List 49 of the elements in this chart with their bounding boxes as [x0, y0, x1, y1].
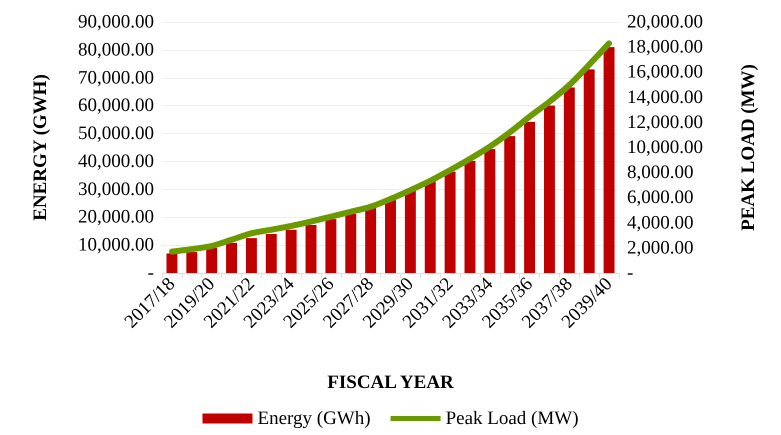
bar [266, 234, 277, 273]
y-tick-label: 20,000.00 [78, 206, 154, 228]
y2-tick-label: 18,000.00 [627, 36, 703, 58]
y2-tick-label: 16,000.00 [627, 62, 703, 83]
y-tick-label: 50,000.00 [78, 123, 154, 144]
bar [166, 253, 178, 273]
bar [226, 242, 238, 273]
bar [206, 248, 218, 273]
y-tick-label: 70,000.00 [78, 67, 154, 88]
bar [246, 238, 257, 273]
y-axis-title: ENERGY (GWH) [30, 74, 51, 221]
y2-tick-label: 6,000.00 [627, 187, 694, 208]
y2-tick-label: 14,000.00 [627, 86, 703, 108]
y-tick-label: 40,000.00 [78, 150, 154, 172]
legend-label: Peak Load (MW) [446, 408, 579, 429]
bar [584, 69, 595, 273]
bar [544, 106, 555, 273]
bar [325, 219, 336, 273]
bar [504, 136, 516, 273]
y-tick-label: 60,000.00 [78, 95, 154, 116]
bar [444, 172, 456, 273]
bar [564, 88, 575, 273]
y2-tick-label: 4,000.00 [627, 212, 694, 234]
bar [365, 206, 376, 273]
bar [424, 182, 436, 273]
bar [385, 199, 396, 273]
y-tick-label: - [148, 262, 154, 284]
bar [306, 225, 316, 273]
bar [604, 47, 615, 273]
bar [464, 160, 476, 273]
y-tick-label: 90,000.00 [78, 12, 154, 32]
x-axis-title: FISCAL YEAR [327, 372, 454, 393]
bar [186, 252, 198, 273]
y-tick-label: 30,000.00 [78, 178, 154, 200]
bar [524, 122, 536, 273]
y2-tick-label: 20,000.00 [627, 12, 703, 32]
y2-tick-label: 2,000.00 [627, 237, 694, 258]
legend-label: Energy (GWh) [257, 408, 371, 429]
y-tick-label: 80,000.00 [78, 39, 154, 60]
bar [286, 230, 297, 273]
y-tick-label: 10,000.00 [78, 234, 154, 256]
bar [484, 149, 496, 273]
bar [345, 214, 356, 273]
y2-tick-label: - [627, 262, 634, 284]
y2-axis-title: PEAK LOAD (MW) [738, 64, 759, 231]
y2-tick-label: 10,000.00 [627, 137, 703, 158]
y2-tick-label: 8,000.00 [627, 162, 694, 184]
y2-tick-label: 12,000.00 [627, 112, 703, 133]
bar [404, 190, 416, 273]
